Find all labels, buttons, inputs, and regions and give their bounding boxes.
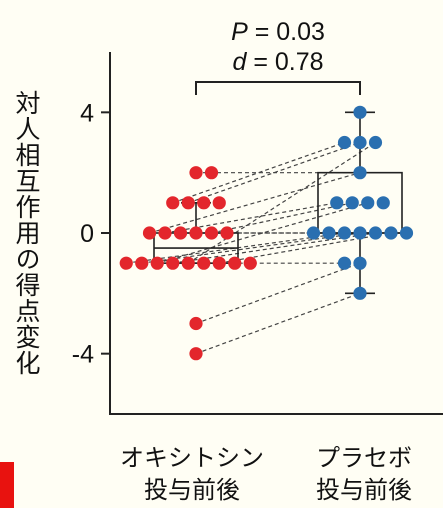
oxytocin-point xyxy=(142,226,157,240)
significance-annotation: P = 0.03 d = 0.78 xyxy=(195,18,361,95)
effect-size-text: d = 0.78 xyxy=(232,48,323,76)
d-value: = 0.78 xyxy=(246,48,323,76)
data-points xyxy=(119,105,414,361)
placebo-point xyxy=(368,226,383,240)
oxytocin-point xyxy=(181,256,195,270)
oxytocin-point xyxy=(119,256,133,270)
placebo-point xyxy=(399,226,414,240)
oxytocin-point xyxy=(197,196,211,210)
placebo-point xyxy=(376,196,390,210)
axes: 4 0 -4 xyxy=(72,52,443,415)
placebo-point xyxy=(368,135,383,150)
oxytocin-point xyxy=(189,166,203,180)
oxytocin-point xyxy=(189,347,203,361)
significance-bracket xyxy=(195,81,361,95)
pair-line xyxy=(149,172,361,234)
pair-line xyxy=(188,141,361,204)
oxytocin-point xyxy=(181,196,195,210)
pair-lines xyxy=(126,141,392,355)
pair-line xyxy=(187,141,376,264)
placebo-point xyxy=(353,226,367,240)
pair-line xyxy=(195,262,361,325)
y-axis-label: 対人相互作用の得点変化 xyxy=(12,90,41,376)
placebo-point xyxy=(361,196,375,210)
placebo-point xyxy=(353,166,367,180)
x-category-labels: オキシトシン 投与前後 プラセボ 投与前後 xyxy=(120,445,412,504)
y-tick-label: -4 xyxy=(72,341,94,369)
oxytocin-point xyxy=(197,256,211,270)
p-symbol: P xyxy=(231,18,248,46)
oxytocin-point xyxy=(243,256,257,270)
category-sublabel-oxytocin: 投与前後 xyxy=(144,477,240,504)
placebo-point xyxy=(306,226,321,240)
y-ticks: 4 0 -4 xyxy=(72,99,110,369)
oxytocin-point xyxy=(204,166,219,180)
category-label-oxytocin: オキシトシン xyxy=(120,445,264,472)
pair-line xyxy=(157,202,368,264)
oxytocin-point xyxy=(212,256,226,270)
oxytocin-point xyxy=(158,226,172,240)
oxytocin-point xyxy=(228,256,242,270)
red-corner-tab xyxy=(0,462,14,508)
oxytocin-point xyxy=(166,256,180,270)
placebo-point xyxy=(345,196,359,210)
placebo-point xyxy=(337,256,352,270)
oxytocin-point xyxy=(189,316,203,331)
oxytocin-point xyxy=(173,226,188,240)
placebo-point xyxy=(353,256,367,270)
oxytocin-point xyxy=(166,196,180,210)
pair-line xyxy=(172,141,345,204)
placebo-point xyxy=(353,286,367,300)
placebo-point xyxy=(330,196,344,210)
pair-line xyxy=(195,292,361,355)
category-label-placebo: プラセボ xyxy=(316,445,412,472)
d-symbol: d xyxy=(232,48,247,76)
oxytocin-point xyxy=(204,226,219,240)
category-sublabel-placebo: 投与前後 xyxy=(316,477,412,504)
oxytocin-point xyxy=(189,226,203,240)
placebo-point xyxy=(384,226,398,240)
placebo-point xyxy=(337,226,352,240)
oxytocin-point xyxy=(220,226,234,240)
y-tick-label: 0 xyxy=(80,220,94,248)
oxytocin-point xyxy=(135,256,149,270)
oxytocin-point xyxy=(212,196,226,210)
placebo-point xyxy=(353,135,367,150)
pair-line xyxy=(126,232,345,264)
p-value-text: P = 0.03 xyxy=(231,18,325,46)
pair-line xyxy=(211,202,353,234)
oxytocin-point xyxy=(150,256,164,270)
placebo-point xyxy=(353,105,367,119)
p-value: = 0.03 xyxy=(248,18,325,46)
pair-line xyxy=(141,232,361,264)
y-tick-label: 4 xyxy=(80,99,94,127)
placebo-point xyxy=(337,135,352,150)
placebo-point xyxy=(322,226,336,240)
